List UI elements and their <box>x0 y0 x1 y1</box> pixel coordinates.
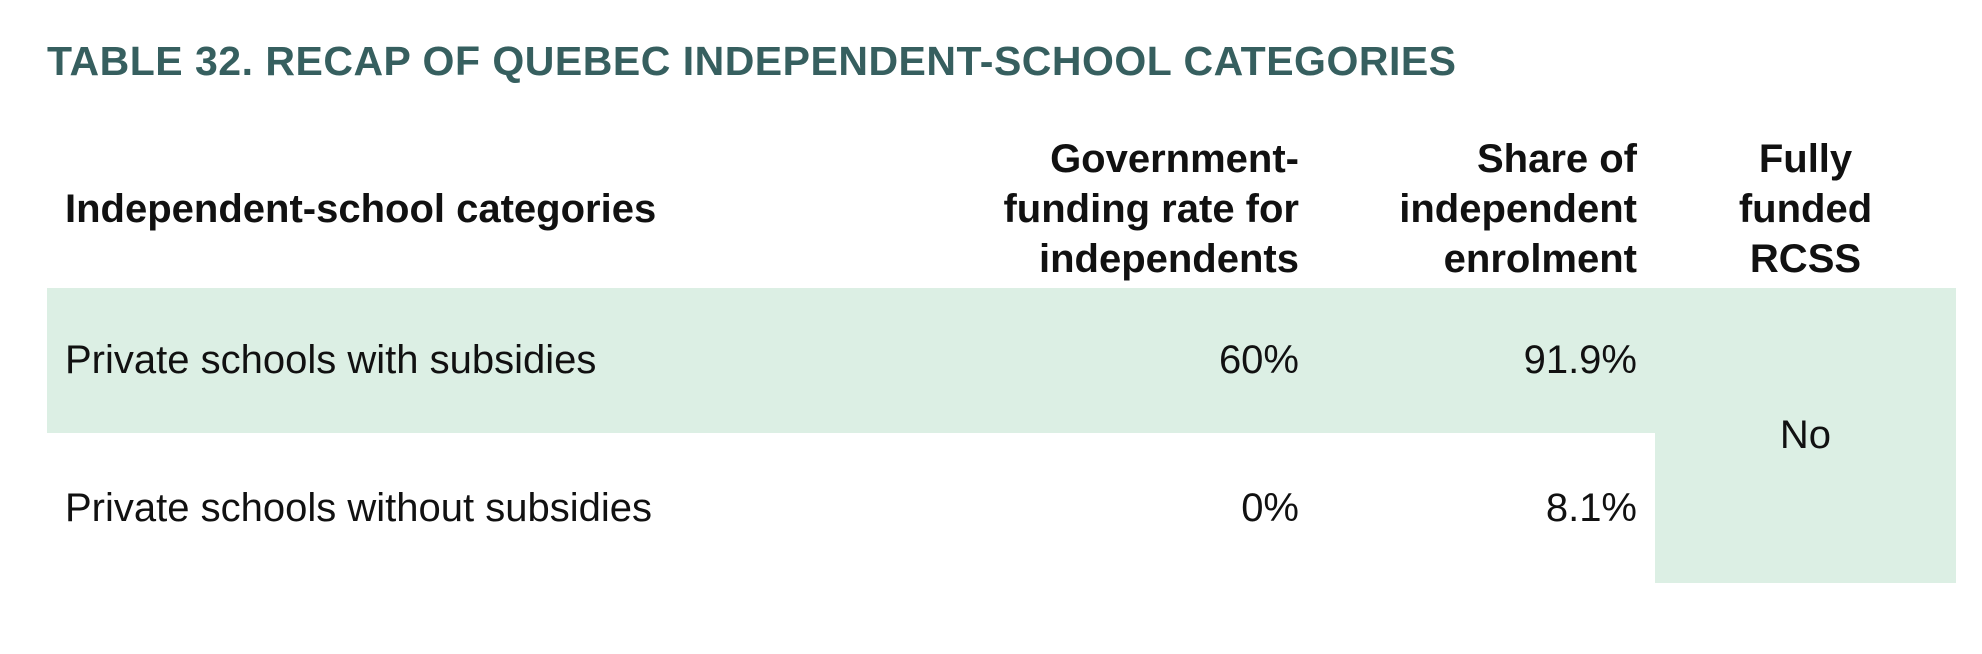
header-share-line3: enrolment <box>1443 237 1637 281</box>
header-funding-rate-line3: independents <box>1038 237 1299 281</box>
header-share-line2: independent <box>1399 187 1637 231</box>
header-share-line1: Share of <box>1476 137 1637 181</box>
header-rcss-line3: RCSS <box>1749 237 1862 281</box>
funding-rate-cell: 60% <box>1218 338 1299 382</box>
header-rcss-line1: Fully <box>1758 137 1853 181</box>
funding-rate-cell: 0% <box>1241 485 1299 530</box>
share-cell: 91.9% <box>1523 338 1637 382</box>
fully-funded-rcss-cell: No <box>1655 288 1956 583</box>
header-categories: Independent-school categories <box>47 130 897 288</box>
header-funding-rate: Government- funding rate for independent… <box>897 130 1317 288</box>
header-funding-rate-line1: Government- <box>1050 137 1299 181</box>
table-row-unsubsidized: Private schools without subsidies 0% 8.1… <box>47 433 1956 583</box>
table-row-subsidized: Private schools with subsidies 60% 91.9%… <box>47 288 1956 583</box>
header-row: Independent-school categories Government… <box>47 130 1956 288</box>
header-categories-label: Independent-school categories <box>65 187 657 231</box>
header-rcss-line2: funded <box>1738 187 1873 231</box>
header-rcss: Fully funded RCSS <box>1655 130 1956 288</box>
category-cell: Private schools without subsidies <box>65 485 652 530</box>
recap-table: Independent-school categories Government… <box>47 130 1956 583</box>
share-cell: 8.1% <box>1545 485 1637 530</box>
header-share: Share of independent enrolment <box>1317 130 1655 288</box>
header-funding-rate-line2: funding rate for <box>1003 187 1299 231</box>
table-title: TABLE 32. RECAP OF QUEBEC INDEPENDENT-SC… <box>47 38 1457 84</box>
category-cell: Private schools with subsidies <box>65 338 597 382</box>
